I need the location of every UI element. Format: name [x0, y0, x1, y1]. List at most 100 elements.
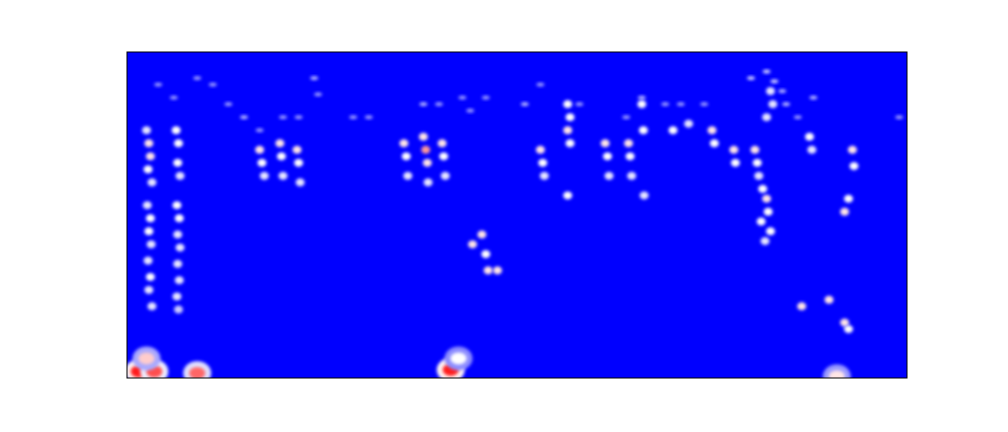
heatmap-point: [638, 126, 648, 135]
heatmap-point: [174, 276, 184, 285]
heatmap-point: [668, 126, 678, 135]
heatmap-point: [493, 266, 502, 275]
heatmap-point: [145, 214, 155, 223]
heatmap-point: [440, 171, 450, 180]
heatmap-speckle: [676, 102, 685, 107]
heatmap-point: [295, 178, 305, 187]
heatmap-point: [807, 145, 817, 154]
heatmap-speckle: [700, 102, 709, 107]
heatmap-speckle: [279, 115, 287, 120]
heatmap-speckle: [637, 95, 646, 100]
heatmap-point: [294, 158, 304, 167]
heatmap-point: [709, 139, 719, 148]
plot-background: [127, 52, 907, 378]
heatmap-point: [565, 139, 575, 148]
heatmap-point: [754, 171, 764, 180]
heatmap-hotspot: [138, 352, 155, 365]
heatmap-point: [684, 119, 694, 128]
heatmap-point: [418, 132, 428, 141]
heatmap-point: [756, 217, 766, 226]
heatmap-point: [439, 152, 449, 161]
heatmap-point: [173, 259, 183, 268]
heatmap-point: [423, 178, 433, 187]
heatmap-point: [173, 305, 183, 314]
heatmap-point: [602, 152, 612, 161]
heatmap-speckle: [314, 92, 323, 97]
heatmap-point: [625, 152, 635, 161]
heatmap-speckle: [224, 102, 233, 107]
heatmap-point: [275, 139, 285, 148]
heatmap-speckle: [364, 115, 373, 120]
heatmap-point: [468, 240, 478, 249]
heatmap-point: [824, 295, 834, 304]
heatmap-hotspot: [450, 352, 467, 365]
heatmap-point: [145, 152, 155, 161]
heatmap-point: [477, 230, 487, 239]
heatmap-point: [292, 145, 302, 154]
heatmap-point: [768, 100, 778, 109]
heatmap-speckle: [762, 69, 771, 74]
heatmap-point: [637, 100, 647, 109]
heatmap-speckle: [782, 102, 791, 107]
heatmap-point: [437, 139, 447, 148]
heatmap-point: [144, 227, 154, 236]
heatmap-speckle: [809, 95, 818, 100]
heatmap-speckle: [466, 108, 475, 113]
heatmap-speckle: [193, 76, 202, 81]
heatmap-speckle: [520, 102, 529, 107]
heatmap-speckle: [349, 115, 358, 120]
heatmap-point: [276, 152, 286, 161]
heatmap-point: [174, 214, 184, 223]
heatmap-point: [624, 139, 634, 148]
heatmap-speckle: [575, 102, 584, 107]
heatmap-point: [144, 139, 154, 148]
heatmap-point: [730, 158, 740, 167]
heatmap-point: [750, 145, 760, 154]
heatmap-point: [604, 171, 614, 180]
heatmap-point: [539, 171, 549, 180]
heatmap-speckle: [435, 102, 443, 107]
heatmap-speckle: [419, 102, 428, 107]
heatmap-point: [399, 139, 409, 148]
heatmap-point: [752, 158, 762, 167]
heatmap-point: [145, 272, 155, 281]
heatmap-speckle: [154, 82, 163, 87]
heatmap-point: [481, 250, 491, 259]
heatmap-point: [844, 325, 853, 334]
heatmap-point: [565, 113, 575, 122]
heatmap-speckle: [661, 102, 670, 107]
heatmap-point: [766, 87, 775, 96]
heatmap-point: [563, 191, 573, 200]
heatmap-point: [143, 256, 153, 265]
heatmap-speckle: [536, 82, 545, 87]
heatmap-speckle: [240, 115, 248, 120]
heatmap-point: [538, 158, 548, 167]
heatmap-point: [760, 237, 770, 246]
heatmap-point: [173, 230, 183, 239]
heatmap-point: [147, 302, 157, 311]
heatmap-point: [762, 113, 772, 122]
heatmap-speckle: [481, 95, 490, 100]
heatmap-point: [483, 266, 493, 275]
heatmap-speckle: [793, 115, 802, 120]
heatmap-speckle: [310, 76, 319, 81]
plot-frame: [126, 51, 908, 379]
heatmap-point: [627, 171, 637, 180]
heatmap-point: [707, 126, 717, 135]
heatmap-point: [563, 126, 573, 135]
heatmap-speckle: [458, 95, 467, 100]
heatmap-point: [146, 240, 156, 249]
heatmap-speckle: [208, 82, 217, 87]
heatmap-point: [175, 171, 185, 180]
heatmap-point: [171, 126, 181, 135]
heatmap-point: [255, 145, 265, 154]
heatmap-point: [259, 171, 269, 180]
heatmap-point: [421, 145, 431, 154]
heatmap-point: [763, 207, 773, 216]
heatmap-point: [849, 162, 859, 171]
heatmap-point: [401, 152, 411, 161]
heatmap-point: [762, 194, 772, 203]
heatmap-speckle: [169, 95, 178, 100]
heatmap-speckle: [747, 76, 755, 81]
